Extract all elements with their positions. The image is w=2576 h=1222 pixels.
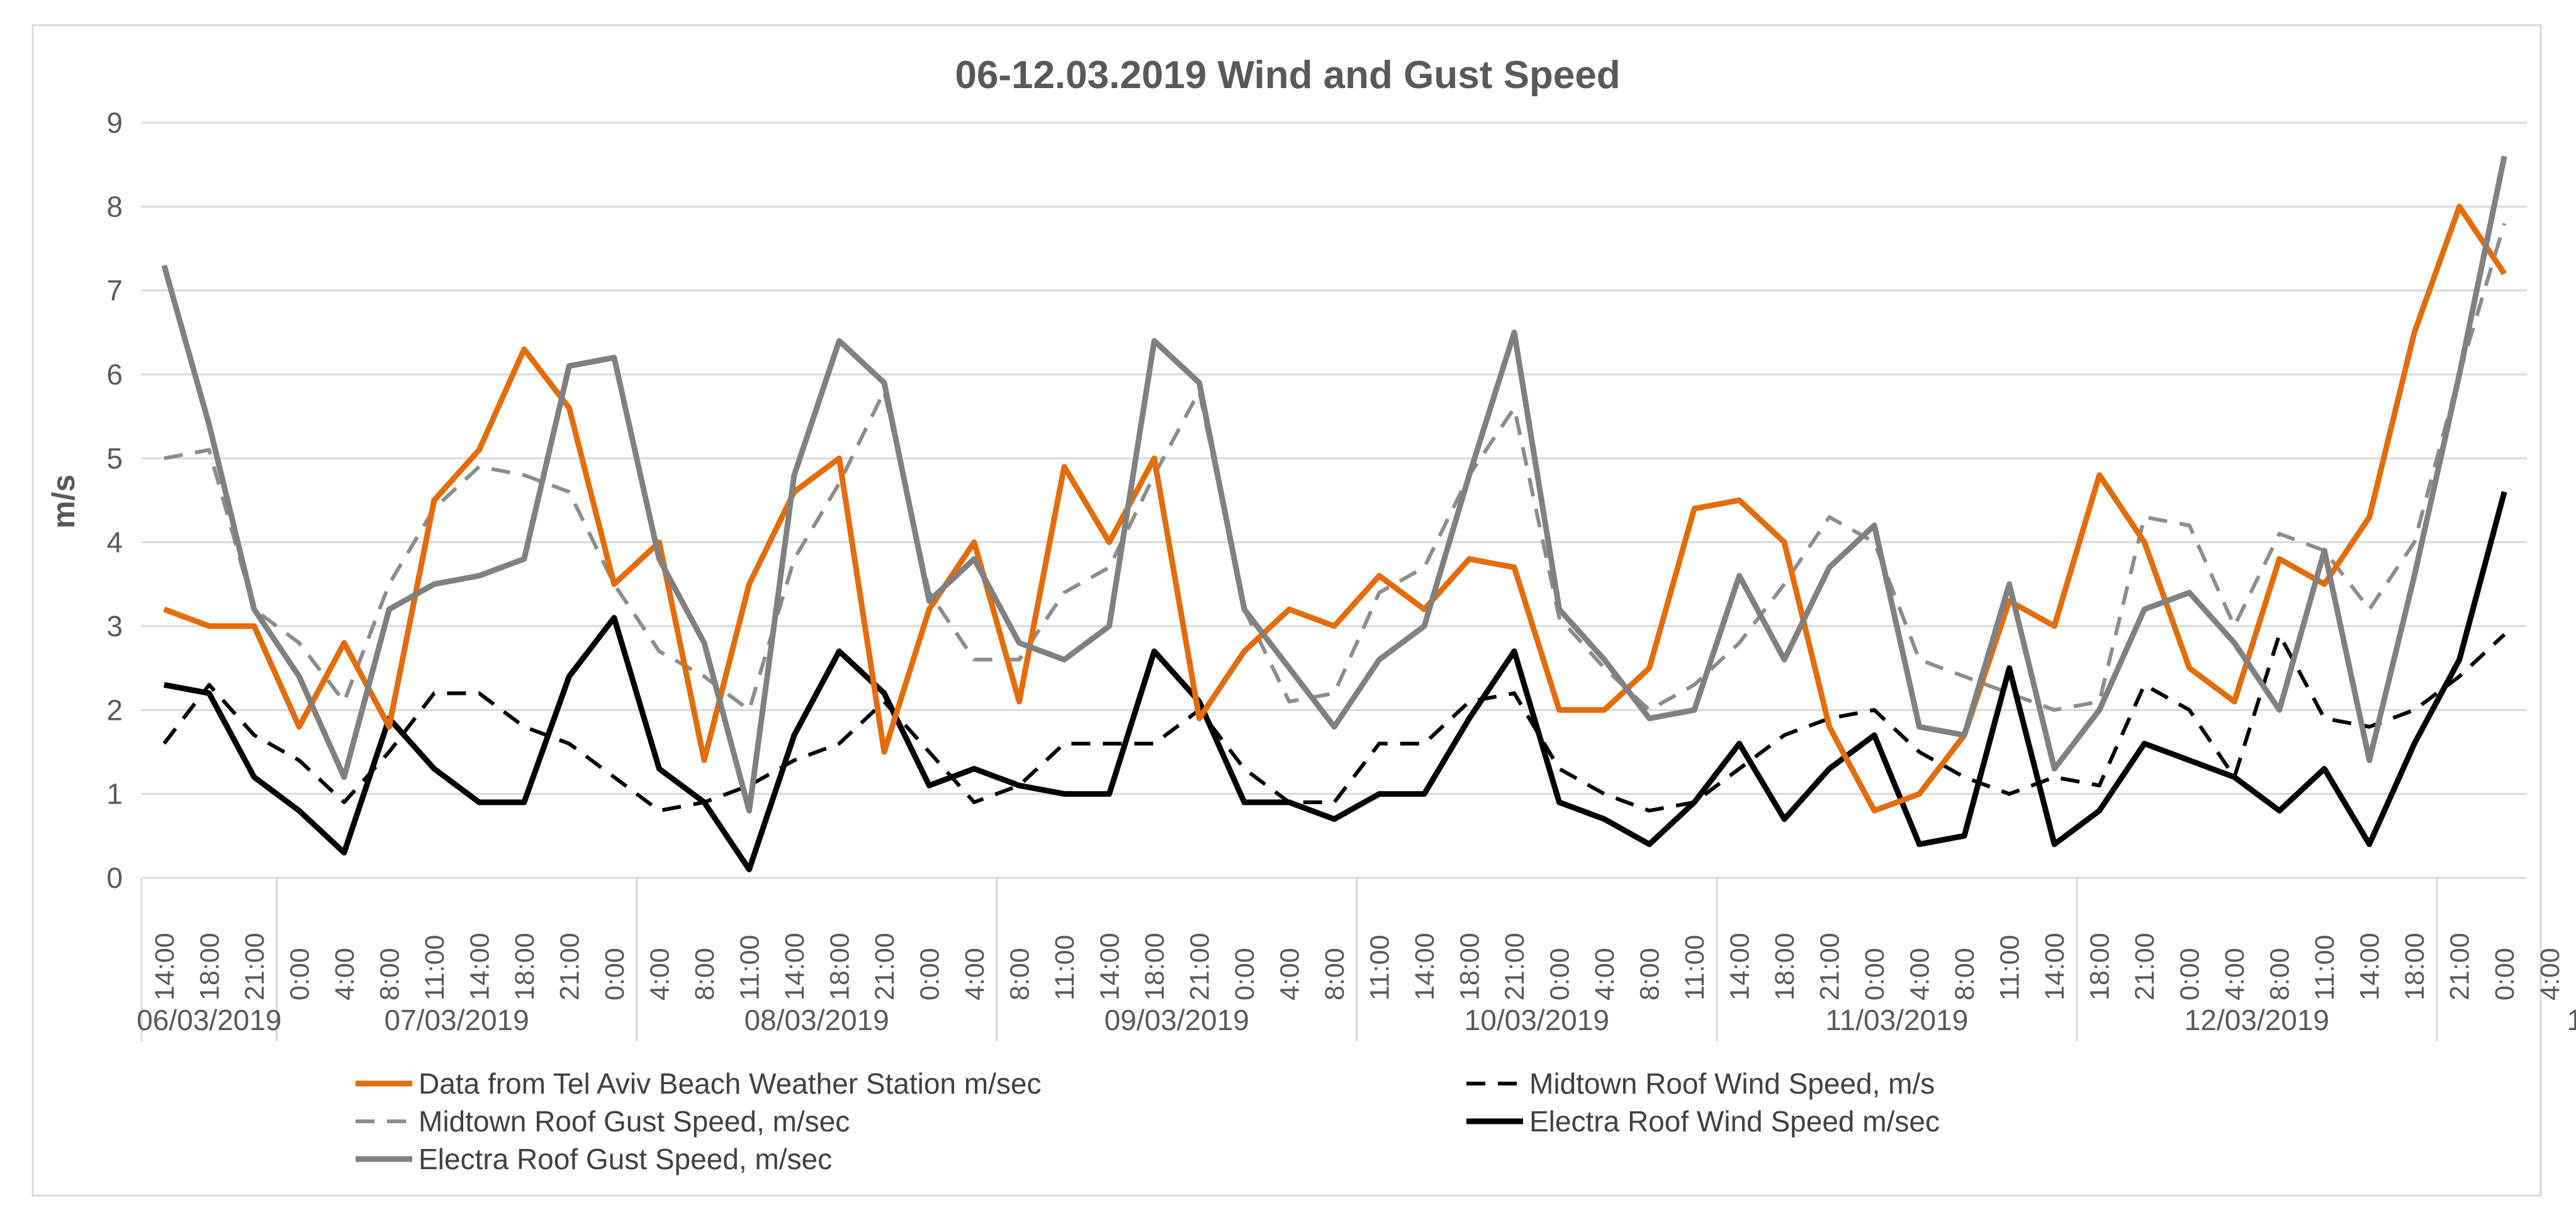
y-tick-label: 3 bbox=[106, 610, 123, 642]
series-line-2 bbox=[163, 491, 2507, 873]
x-tick-label: 11:00 bbox=[420, 935, 450, 1001]
x-tick-label: 4:00 bbox=[2220, 948, 2250, 1001]
y-tick-label: 5 bbox=[106, 442, 123, 474]
x-tick-label: 14:00 bbox=[2355, 933, 2385, 1001]
x-date-label: 10/03/2019 bbox=[1465, 1004, 1609, 1036]
y-tick-label: 0 bbox=[106, 861, 123, 894]
x-tick-label: 14:00 bbox=[1410, 933, 1440, 1001]
x-tick-label: 11:00 bbox=[1680, 935, 1710, 1001]
series-line-1 bbox=[162, 632, 2506, 813]
x-tick-label: 14:00 bbox=[150, 933, 180, 1001]
x-tick-label: 18:00 bbox=[824, 933, 855, 1001]
x-tick-label: 8:00 bbox=[1004, 948, 1035, 1001]
x-tick-label: 11:00 bbox=[1365, 935, 1395, 1001]
x-tick-label: 18:00 bbox=[194, 933, 225, 1001]
x-tick-label: 8:00 bbox=[1950, 948, 1980, 1001]
x-tick-label: 21:00 bbox=[1185, 933, 1215, 1001]
series-line-0 bbox=[164, 223, 2507, 712]
series-line-4 bbox=[161, 155, 2507, 814]
x-tick-label: 8:00 bbox=[690, 948, 720, 1001]
x-tick-label: 21:00 bbox=[2130, 933, 2160, 1001]
x-tick-label: 4:00 bbox=[1590, 948, 1620, 1001]
chart-title: 06-12.03.2019 Wind and Gust Speed bbox=[955, 53, 1620, 97]
x-tick-label: 11:00 bbox=[2310, 935, 2340, 1001]
x-tick-label: 14:00 bbox=[780, 933, 810, 1001]
grid-lines bbox=[142, 121, 2527, 879]
x-tick-label: 18:00 bbox=[1770, 933, 1800, 1001]
x-date-label: 12/03/2019 bbox=[2185, 1004, 2329, 1036]
x-tick-label: 0:00 bbox=[2175, 948, 2205, 1001]
legend-label: Electra Roof Wind Speed m/sec bbox=[1529, 1105, 1940, 1138]
x-tick-label: 18:00 bbox=[1140, 933, 1170, 1001]
x-date-label: 09/03/2019 bbox=[1105, 1004, 1249, 1036]
x-tick-label: 0:00 bbox=[1545, 948, 1575, 1001]
x-tick-label: 8:00 bbox=[374, 948, 405, 1001]
y-axis-ticks: 0 1 2 3 4 5 6 7 8 9 bbox=[106, 106, 123, 894]
x-tick-label: 14:00 bbox=[1095, 933, 1125, 1001]
x-date-label: 07/03/2019 bbox=[384, 1004, 529, 1036]
x-tick-label: 0:00 bbox=[1860, 948, 1890, 1001]
x-tick-label: 0:00 bbox=[914, 948, 945, 1001]
x-tick-label: 14:00 bbox=[2040, 933, 2070, 1001]
x-tick-label: 0:00 bbox=[600, 948, 630, 1001]
x-tick-label: 4:00 bbox=[1275, 948, 1305, 1001]
x-tick-label: 4:00 bbox=[960, 948, 990, 1001]
x-tick-label: 21:00 bbox=[870, 933, 900, 1001]
series-line-3 bbox=[163, 203, 2507, 814]
legend-label: Data from Tel Aviv Beach Weather Station… bbox=[419, 1067, 1041, 1100]
x-tick-label: 4:00 bbox=[330, 948, 360, 1001]
x-tick-label: 21:00 bbox=[554, 933, 585, 1001]
x-tick-label: 4:00 bbox=[644, 948, 675, 1001]
y-tick-label: 8 bbox=[106, 190, 123, 223]
x-tick-label: 18:00 bbox=[2400, 933, 2430, 1001]
x-tick-label: 14:00 bbox=[1725, 933, 1755, 1001]
x-tick-label: 18:00 bbox=[1455, 933, 1485, 1001]
y-tick-label: 9 bbox=[106, 106, 123, 139]
y-tick-label: 6 bbox=[106, 358, 123, 391]
x-date-label: 11/03/2019 bbox=[1825, 1004, 1968, 1036]
x-tick-label: 11:00 bbox=[1050, 935, 1080, 1001]
legend: Data from Tel Aviv Beach Weather Station… bbox=[356, 1067, 1940, 1175]
x-tick-label: 11:00 bbox=[734, 935, 765, 1001]
x-date-label: 06/03/2019 bbox=[137, 1004, 281, 1036]
y-tick-label: 7 bbox=[106, 274, 123, 307]
x-tick-label: 4:00 bbox=[2535, 948, 2565, 1001]
y-tick-label: 2 bbox=[106, 693, 123, 726]
x-date-label: 08/03/2019 bbox=[744, 1004, 889, 1036]
x-tick-label: 8:00 bbox=[1635, 948, 1665, 1001]
legend-label: Midtown Roof Gust Speed, m/sec bbox=[419, 1105, 850, 1138]
x-tick-label: 18:00 bbox=[510, 933, 540, 1001]
y-tick-label: 1 bbox=[106, 778, 123, 810]
x-tick-label: 21:00 bbox=[240, 933, 270, 1001]
x-tick-label: 0:00 bbox=[1230, 948, 1260, 1001]
x-tick-label: 0:00 bbox=[2490, 948, 2520, 1001]
x-tick-label: 8:00 bbox=[1320, 948, 1350, 1001]
legend-label: Midtown Roof Wind Speed, m/s bbox=[1529, 1067, 1935, 1100]
x-axis: 14:00 18:00 21:00 0:00 4:00 8:00 11:00 14:00 18:… bbox=[137, 878, 2576, 1041]
x-tick-label: 18:00 bbox=[2085, 933, 2115, 1001]
x-tick-label: 14:00 bbox=[464, 933, 495, 1001]
x-tick-label: 21:00 bbox=[1815, 933, 1845, 1001]
legend-label: Electra Roof Gust Speed, m/sec bbox=[419, 1143, 832, 1175]
x-date-label: 13/03/2019 bbox=[2567, 1004, 2576, 1036]
x-tick-label: 21:00 bbox=[1500, 933, 1530, 1001]
x-tick-label: 11:00 bbox=[1995, 935, 2025, 1001]
y-tick-label: 4 bbox=[106, 526, 123, 559]
x-tick-label: 4:00 bbox=[1905, 948, 1935, 1001]
x-tick-label: 0:00 bbox=[284, 948, 315, 1001]
x-tick-label: 21:00 bbox=[2445, 933, 2475, 1001]
x-tick-label: 8:00 bbox=[2265, 948, 2295, 1001]
series-lines bbox=[161, 155, 2507, 873]
y-axis-label: m/s bbox=[46, 474, 81, 529]
